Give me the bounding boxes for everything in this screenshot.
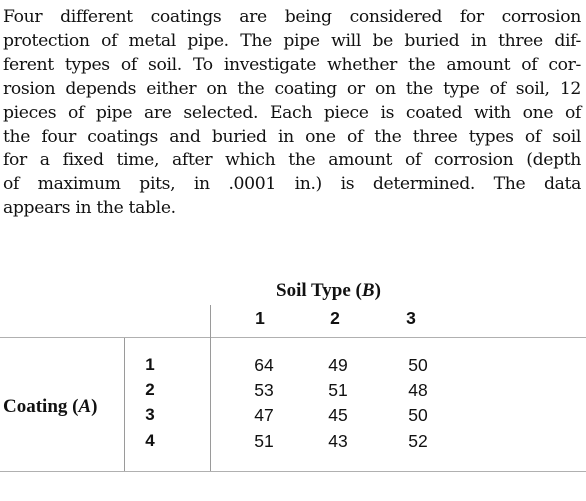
column-header-title: Soil Type (B) (276, 280, 381, 301)
table-cell: 50 (408, 355, 428, 375)
row-label: 2 (145, 380, 155, 399)
table-cell: 47 (254, 405, 274, 425)
table-cell: 43 (328, 431, 348, 451)
paragraph-line: appears in the table. (3, 198, 176, 219)
column-label: 2 (330, 308, 340, 328)
header-rule (0, 337, 586, 338)
paragraph-line: Four different coatings are being consid… (3, 7, 581, 27)
table-cell: 51 (254, 431, 274, 451)
table-cell: 52 (408, 431, 428, 451)
row-label: 4 (145, 431, 155, 450)
table-cell: 50 (408, 405, 428, 425)
problem-paragraph: Four different coatings are being consid… (3, 6, 581, 221)
table-cell: 45 (328, 405, 348, 425)
paragraph-line: pieces of pipe are selected. Each piece … (3, 102, 581, 123)
column-label: 1 (255, 308, 265, 328)
row-label-divider (124, 338, 125, 471)
paragraph-line: ferent types of soil. To investigate whe… (3, 54, 581, 75)
paragraph-line: rosion depends either on the coating or … (3, 78, 581, 99)
paragraph-line: of maximum pits, in .0001 in.) is determ… (3, 174, 581, 195)
table-cell: 53 (254, 380, 274, 400)
paragraph-line: the four coatings and buried in one of t… (3, 126, 581, 147)
table-cell: 64 (254, 355, 274, 375)
row-header-title: Coating (A) (3, 396, 98, 417)
paragraph-line: for a fixed time, after which the amount… (3, 150, 581, 171)
table-cell: 51 (328, 380, 348, 400)
row-label: 3 (145, 405, 155, 424)
column-label: 3 (406, 308, 416, 328)
table-cell: 49 (328, 355, 348, 375)
column-divider (210, 305, 211, 471)
paragraph-line: protection of metal pipe. The pipe will … (3, 30, 581, 51)
table-cell: 48 (408, 380, 428, 400)
bottom-rule (0, 471, 586, 472)
row-label: 1 (145, 355, 155, 374)
